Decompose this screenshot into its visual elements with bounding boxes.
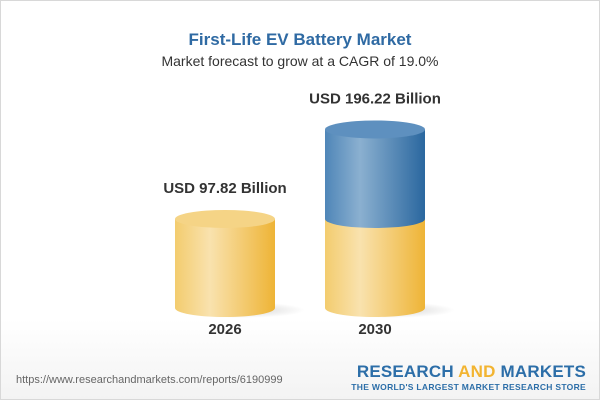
chart-title: First-Life EV Battery Market — [188, 30, 412, 49]
research-and-markets-logo: RESEARCH AND MARKETS THE WORLD'S LARGEST… — [351, 362, 586, 392]
report-url[interactable]: https://www.researchandmarkets.com/repor… — [16, 374, 283, 386]
cylinder-top — [175, 209, 275, 228]
cylinder-body-base — [175, 218, 275, 317]
data-label: USD 97.82 Billion — [163, 180, 286, 197]
data-label: USD 196.22 Billion — [309, 90, 441, 107]
cylinder-body-base — [325, 218, 425, 317]
cylinder-top — [325, 120, 425, 139]
category-label: 2026 — [208, 321, 241, 338]
category-label: 2030 — [358, 321, 391, 338]
cylinder-body-growth — [325, 129, 425, 228]
chart-subtitle: Market forecast to grow at a CAGR of 19.… — [161, 53, 439, 69]
